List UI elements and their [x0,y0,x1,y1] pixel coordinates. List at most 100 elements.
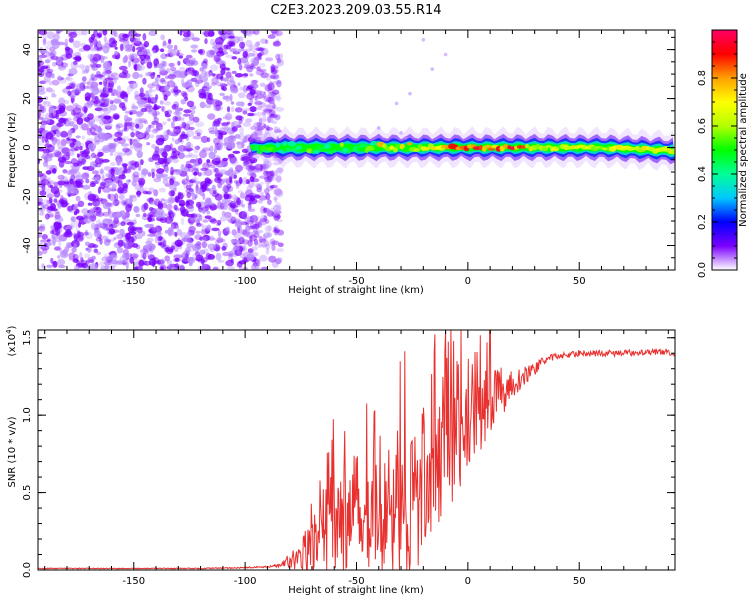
noise-speckle [38,30,41,35]
noise-speckle [89,85,94,89]
noise-speckle [243,135,248,143]
noise-speckle [225,71,232,79]
noise-speckle [96,251,101,255]
noise-speckle [273,170,279,177]
y-tick-label: 1.5 [22,330,33,346]
noise-speckle [219,127,227,134]
signal-blob [402,147,410,153]
signal-blob [319,148,329,152]
noise-speckle [251,246,258,251]
noise-speckle [255,42,259,50]
noise-speckle [149,86,153,94]
noise-speckle [175,103,180,111]
noise-speckle [50,225,54,230]
noise-speckle [47,52,53,56]
noise-speckle [185,205,195,213]
noise-speckle [59,248,63,254]
noise-speckle [143,120,148,125]
noise-speckle [80,81,87,85]
noise-speckle [64,46,70,52]
noise-speckle [224,170,231,176]
noise-speckle [199,236,203,241]
noise-speckle [154,151,160,157]
noise-speckle [116,36,125,40]
noise-speckle [107,230,117,235]
noise-speckle [220,68,226,76]
noise-speckle [113,212,122,219]
noise-speckle [258,117,263,124]
noise-speckle [157,202,164,210]
noise-speckle [218,142,224,148]
noise-speckle [430,67,435,71]
noise-speckle [69,147,78,152]
noise-speckle [132,46,136,53]
noise-speckle [206,224,212,231]
noise-speckle [149,134,155,139]
noise-speckle [236,246,241,252]
noise-speckle [183,57,190,63]
signal-blob [389,145,395,150]
noise-speckle [277,127,281,133]
noise-speckle [143,212,147,217]
noise-speckle [231,229,237,236]
noise-speckle [112,40,118,44]
noise-speckle [126,221,135,226]
noise-speckle [259,62,266,68]
noise-speckle [223,184,227,191]
noise-speckle [249,234,257,242]
noise-speckle [129,256,134,264]
noise-speckle [277,53,284,59]
noise-speckle [39,80,46,85]
noise-speckle [97,186,102,194]
noise-speckle [230,101,235,105]
noise-speckle [158,187,166,193]
noise-speckle [269,65,273,71]
noise-speckle [235,164,243,172]
noise-speckle [63,99,70,105]
noise-speckle [246,185,253,191]
signal-blob [358,144,368,148]
noise-speckle [252,79,259,84]
noise-speckle [92,177,98,181]
noise-speckle [230,87,239,94]
noise-speckle [206,210,211,215]
noise-speckle [110,168,115,176]
y-tick-label: 1.0 [22,407,33,423]
noise-speckle [256,187,263,193]
noise-speckle [93,212,102,216]
noise-speckle [222,77,229,82]
noise-speckle [94,115,101,122]
noise-speckle [71,109,76,116]
noise-speckle [197,259,206,263]
signal-blob [282,142,288,147]
noise-speckle [263,215,268,222]
noise-speckle [271,240,280,245]
noise-speckle [93,229,101,238]
noise-speckle [155,138,165,146]
noise-speckle [40,239,48,243]
noise-speckle [259,217,268,223]
noise-speckle [76,234,85,241]
noise-speckle [144,55,150,59]
noise-speckle [274,228,280,234]
noise-speckle [73,112,82,119]
noise-speckle [121,215,127,220]
noise-speckle [133,206,139,213]
noise-speckle [123,124,128,132]
noise-speckle [70,82,76,90]
noise-speckle [103,61,111,69]
noise-speckle [157,174,162,180]
noise-speckle [235,181,240,189]
noise-speckle [207,243,216,250]
colorbar-ticks: 0.0 0.2 0.4 0.6 0.8 [697,29,737,278]
colorbar-tick-label: 0.8 [697,70,708,86]
noise-speckle [91,224,100,232]
noise-speckle [104,125,112,130]
noise-speckle [186,100,195,108]
x-tick-label: -150 [122,576,145,587]
noise-speckle [250,44,256,52]
noise-speckle [86,127,93,136]
noise-speckle [376,126,381,130]
noise-speckle [201,63,208,68]
